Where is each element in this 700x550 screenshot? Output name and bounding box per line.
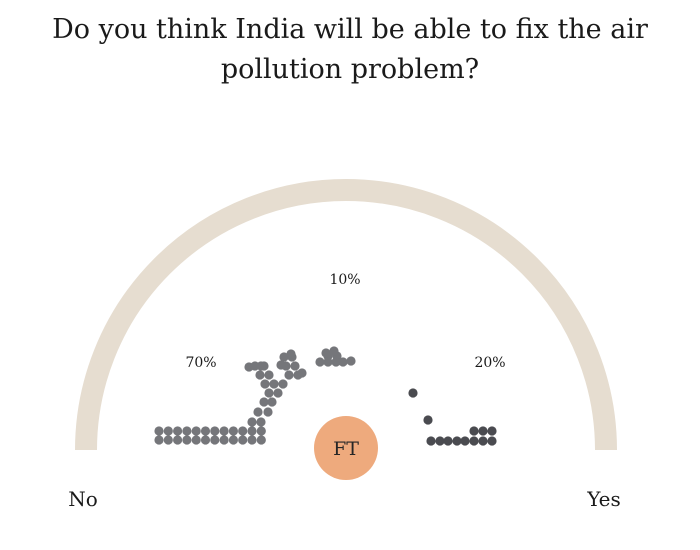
respondent-dot-34: [278, 379, 288, 389]
series-label-70: 70%: [185, 355, 216, 371]
respondent-dot-20: [247, 426, 257, 436]
logo-circle: [314, 416, 378, 480]
respondent-dot-68: [487, 436, 497, 446]
series-label-20: 20%: [474, 355, 505, 371]
respondent-dot-15: [219, 435, 229, 445]
respondent-dot-21: [247, 435, 257, 445]
respondent-dot-26: [253, 407, 263, 417]
respondent-dot-4: [173, 426, 183, 436]
respondent-dot-22: [256, 426, 266, 436]
respondent-dot-69: [469, 426, 479, 436]
respondent-dot-5: [173, 435, 183, 445]
respondent-dot-7: [182, 435, 192, 445]
respondent-dot-48: [276, 360, 286, 370]
respondent-dot-9: [191, 435, 201, 445]
respondent-dot-58: [321, 348, 331, 358]
respondent-dot-46: [279, 352, 289, 362]
respondent-dot-65: [460, 436, 470, 446]
respondent-dot-24: [247, 417, 257, 427]
respondent-dot-23: [256, 435, 266, 445]
respondent-dot-67: [478, 436, 488, 446]
respondent-dot-56: [346, 356, 356, 366]
respondent-dot-53: [323, 357, 333, 367]
logo-text: FT: [333, 438, 359, 460]
respondent-dot-18: [238, 426, 248, 436]
respondent-dot-55: [338, 357, 348, 367]
respondent-dot-59: [408, 388, 418, 398]
series-label-10: 10%: [329, 272, 360, 288]
respondent-dot-14: [219, 426, 229, 436]
respondent-dot-50: [315, 357, 325, 367]
respondent-dot-70: [478, 426, 488, 436]
respondent-dot-1: [154, 435, 164, 445]
respondent-dot-44: [244, 362, 254, 372]
respondent-dot-31: [273, 388, 283, 398]
respondent-dot-64: [452, 436, 462, 446]
respondent-dot-17: [228, 435, 238, 445]
dot-groups: [154, 346, 497, 446]
respondent-dot-12: [210, 426, 220, 436]
respondent-dot-2: [163, 426, 173, 436]
respondent-dot-60: [423, 415, 433, 425]
respondent-dot-57: [329, 346, 339, 356]
chart-title: Do you think India will be able to fix t…: [52, 14, 648, 85]
respondent-dot-32: [260, 379, 270, 389]
respondent-dot-16: [228, 426, 238, 436]
gauge-arc: [75, 179, 617, 451]
respondent-dot-6: [182, 426, 192, 436]
respondent-dot-37: [284, 370, 294, 380]
respondent-dot-19: [238, 435, 248, 445]
respondent-dot-10: [200, 426, 211, 436]
respondent-dot-36: [264, 370, 274, 380]
respondent-dot-61: [426, 436, 436, 446]
respondent-dot-0: [154, 426, 164, 436]
respondent-dot-63: [443, 436, 453, 446]
respondent-dot-71: [487, 426, 497, 436]
respondent-dot-29: [267, 397, 277, 407]
scale-end-label: Yes: [586, 487, 621, 511]
scale-start-label: No: [68, 487, 98, 511]
respondent-dot-25: [256, 417, 266, 427]
respondent-dot-45: [256, 361, 266, 371]
respondent-dot-49: [286, 349, 296, 359]
respondent-dot-11: [200, 435, 211, 445]
respondent-dot-43: [297, 368, 307, 378]
respondent-dot-27: [263, 407, 273, 417]
ft-logo: FT: [314, 416, 378, 480]
respondent-dot-35: [255, 370, 265, 380]
respondent-dot-42: [290, 361, 300, 371]
respondent-dot-13: [210, 435, 220, 445]
respondent-dot-66: [469, 436, 479, 446]
respondent-dot-33: [269, 379, 279, 389]
respondent-dot-3: [163, 435, 173, 445]
respondent-dot-28: [259, 397, 269, 407]
respondent-dot-8: [191, 426, 201, 436]
respondent-dot-62: [435, 436, 445, 446]
respondent-dot-54: [331, 357, 341, 367]
respondent-dot-30: [264, 388, 274, 398]
